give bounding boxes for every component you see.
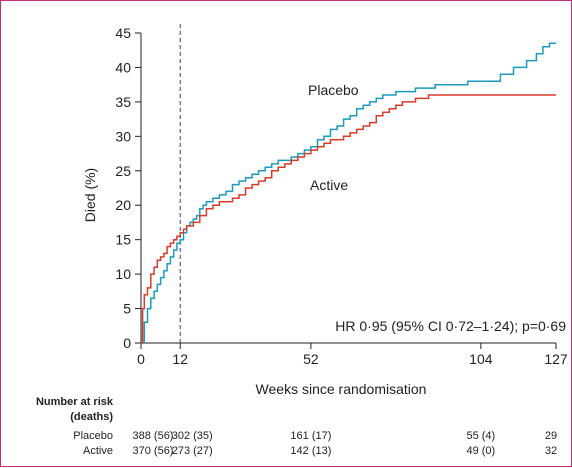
x-axis-title: Weeks since randomisation: [256, 381, 427, 397]
placebo-series-label: Placebo: [308, 82, 359, 98]
risk-cell: 273 (27): [172, 445, 213, 457]
axes: [140, 33, 556, 344]
x-tick-label-104: 104: [469, 351, 493, 367]
y-tick-label-45: 45: [115, 25, 131, 41]
y-tick-label-40: 40: [115, 59, 131, 75]
risk-row-label-active: Active: [83, 445, 113, 457]
risk-cell: 370 (56): [133, 445, 174, 457]
y-tick-label-35: 35: [115, 94, 131, 110]
y-axis-title: Died (%): [82, 168, 98, 222]
y-tick-label-5: 5: [123, 301, 131, 317]
x-tick-label-52: 52: [303, 351, 319, 367]
risk-cell: 161 (17): [290, 430, 331, 442]
curve-placebo: [141, 42, 556, 344]
risk-table-header-line2: (deaths): [70, 411, 113, 423]
risk-cell: 142 (13): [290, 445, 331, 457]
risk-table: Placebo 388 (56)302 (35) 161 (17) 55 (4) 29 A…: [73, 430, 557, 457]
y-tick-label-25: 25: [115, 163, 131, 179]
y-tick-label-30: 30: [115, 128, 131, 144]
ticks: 0 5 10 15 20 25 30 35 40 45 0 12 52 104 127: [115, 25, 567, 367]
risk-cell: 302 (35): [172, 430, 213, 442]
risk-row-label-placebo: Placebo: [73, 430, 113, 442]
risk-cell: 29: [545, 430, 557, 442]
curves: [141, 42, 556, 344]
x-tick-label-12: 12: [172, 351, 188, 367]
risk-cell: 388 (56): [133, 430, 174, 442]
y-tick-label-15: 15: [115, 232, 131, 248]
y-tick-label-20: 20: [115, 197, 131, 213]
risk-table-header-line1: Number at risk: [36, 396, 114, 408]
y-tick-label-10: 10: [115, 266, 131, 282]
hazard-ratio-annotation: HR 0·95 (95% CI 0·72–1·24); p=0·69: [335, 318, 566, 334]
curve-active: [141, 94, 556, 344]
risk-cell: 32: [545, 445, 557, 457]
risk-cell: 55 (4): [466, 430, 495, 442]
y-tick-label-0: 0: [123, 335, 131, 351]
risk-cell: 49 (0): [466, 445, 495, 457]
x-tick-label-0: 0: [137, 351, 145, 367]
active-series-label: Active: [310, 177, 348, 193]
x-tick-label-127: 127: [544, 351, 568, 367]
